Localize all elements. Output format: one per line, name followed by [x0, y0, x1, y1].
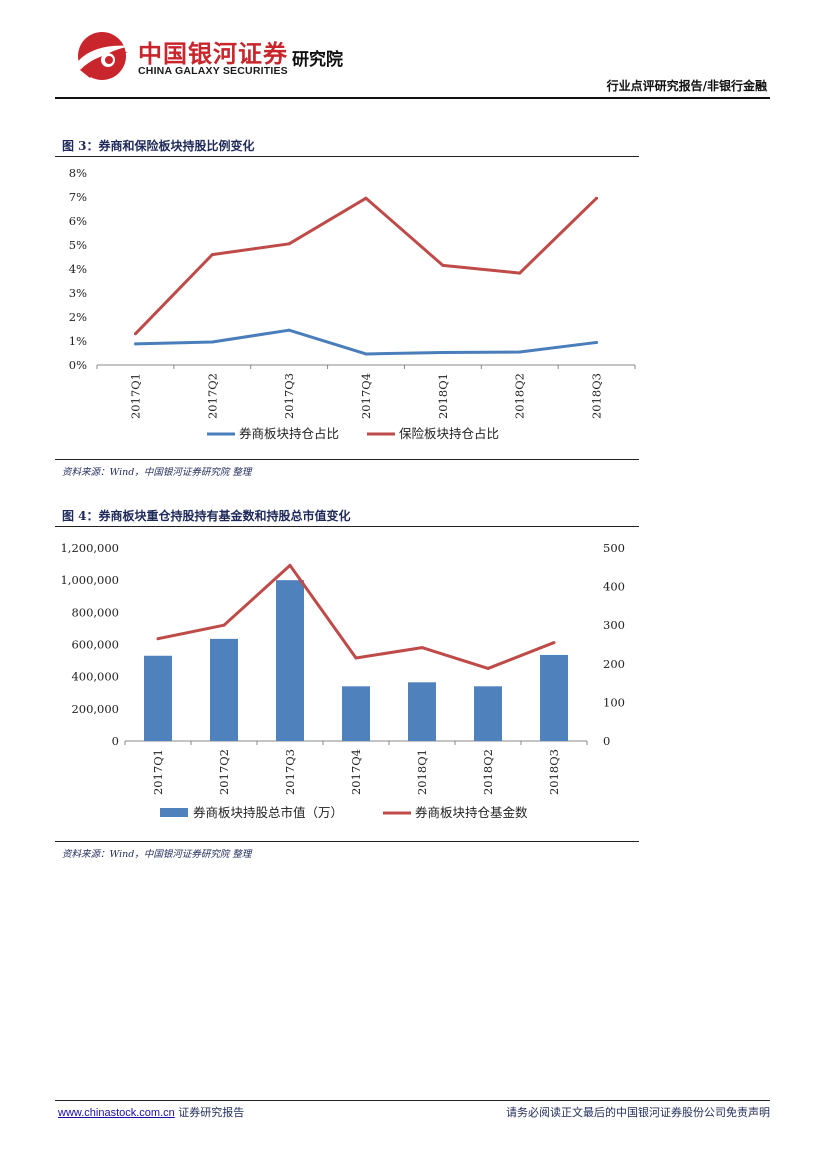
- data-point: [133, 332, 137, 336]
- data-point: [595, 196, 599, 200]
- y-left-tick-label: 0: [112, 734, 119, 748]
- figure-4-top-rule: [55, 526, 639, 527]
- data-point: [486, 666, 490, 670]
- data-point: [210, 340, 214, 344]
- legend-label: 券商板块持股总市值（万）: [193, 805, 343, 820]
- y-right-tick-label: 500: [603, 541, 625, 555]
- institute-name: 研究院: [292, 50, 343, 70]
- footer-label: 证券研究报告: [178, 1106, 245, 1119]
- y-tick-label: 0%: [69, 358, 87, 372]
- data-point: [441, 351, 445, 355]
- y-tick-label: 8%: [69, 166, 87, 180]
- footer-divider: [55, 1100, 770, 1101]
- data-point: [364, 196, 368, 200]
- data-point: [441, 263, 445, 267]
- footer-left: www.chinastock.com.cn 证券研究报告: [58, 1104, 244, 1120]
- y-left-tick-label: 200,000: [71, 702, 119, 716]
- x-tick-label: 2017Q3: [282, 373, 296, 419]
- x-tick-label: 2018Q3: [547, 749, 561, 795]
- disclaimer-note: 请务必阅读正文最后的中国银河证券股份公司免责声明: [506, 1106, 770, 1119]
- figure-3-source: 资料来源：Wind，中国银河证券研究院 整理: [62, 467, 252, 478]
- legend-label: 券商板块持仓基金数: [415, 805, 528, 820]
- y-tick-label: 6%: [69, 214, 87, 228]
- y-tick-label: 2%: [69, 310, 87, 324]
- y-tick-label: 1%: [69, 334, 87, 348]
- data-point: [287, 242, 291, 246]
- series-line-1: [134, 196, 598, 335]
- data-point: [210, 253, 214, 257]
- y-right-tick-label: 200: [603, 657, 625, 671]
- x-tick-label: 2017Q2: [205, 373, 219, 419]
- x-tick-label: 2017Q4: [349, 749, 363, 795]
- figure-3-bottom-rule: [55, 459, 639, 460]
- bar: [540, 654, 568, 741]
- data-point: [354, 656, 358, 660]
- data-point: [364, 352, 368, 356]
- y-right-tick-label: 300: [603, 618, 625, 632]
- y-left-tick-label: 1,000,000: [60, 573, 119, 587]
- chart-stock-holding-ratio: 0% 1% 2% 3% 4% 5% 6% 7% 8% 2017Q1 2017Q2 2017Q3 2017…: [69, 166, 636, 441]
- bar: [210, 638, 238, 741]
- data-point: [156, 637, 160, 641]
- figure-4-bottom-rule: [55, 841, 639, 842]
- bar: [408, 682, 436, 741]
- x-tick-label: 2017Q2: [217, 749, 231, 795]
- y-tick-label: 7%: [69, 190, 87, 204]
- data-point: [518, 350, 522, 354]
- figure-4-source: 资料来源：Wind，中国银河证券研究院 整理: [62, 849, 252, 860]
- bar: [144, 655, 172, 741]
- data-point: [595, 340, 599, 344]
- x-tick-label: 2018Q3: [590, 373, 604, 419]
- x-tick-label: 2017Q4: [359, 373, 373, 419]
- figure-3-title: 图 3：券商和保险板块持股比例变化: [62, 139, 255, 153]
- x-tick-label: 2018Q1: [415, 749, 429, 795]
- y-tick-label: 4%: [69, 262, 87, 276]
- x-tick-label: 2018Q2: [481, 749, 495, 795]
- company-logo-icon: [76, 32, 130, 80]
- y-right-tick-label: 400: [603, 580, 625, 594]
- figure-3-top-rule: [55, 156, 639, 157]
- y-right-tick-label: 100: [603, 695, 625, 709]
- chart-fund-count-market-value: 0 200,000 400,000 600,000 800,000 1,000,000 1,…: [60, 541, 625, 820]
- bar: [474, 686, 502, 741]
- y-tick-label: 3%: [69, 286, 87, 300]
- data-point: [420, 646, 424, 650]
- data-point: [287, 328, 291, 332]
- report-type: 行业点评研究报告/非银行金融: [606, 79, 767, 93]
- series-line-0: [135, 328, 597, 356]
- data-point: [222, 623, 226, 627]
- brand-name-cn: 中国银河证券: [138, 40, 288, 68]
- bar: [276, 580, 304, 741]
- legend-swatch: [160, 808, 188, 817]
- y-right-tick-label: 0: [603, 734, 610, 748]
- brand-name-en: CHINA GALAXY SECURITIES: [138, 65, 288, 77]
- data-point: [518, 271, 522, 275]
- y-left-tick-label: 1,200,000: [60, 541, 119, 555]
- legend-label: 保险板块持仓占比: [399, 426, 499, 441]
- x-tick-label: 2018Q2: [513, 373, 527, 419]
- x-tick-label: 2017Q1: [128, 373, 142, 419]
- y-left-tick-label: 600,000: [71, 638, 119, 652]
- bar: [342, 686, 370, 741]
- y-left-tick-label: 800,000: [71, 605, 119, 619]
- data-point: [552, 641, 556, 645]
- legend-label: 券商板块持仓占比: [239, 426, 339, 441]
- website-link[interactable]: www.chinastock.com.cn: [58, 1107, 175, 1119]
- data-point: [133, 342, 137, 346]
- x-tick-label: 2018Q1: [436, 373, 450, 419]
- figure-4-title: 图 4：券商板块重仓持股持有基金数和持股总市值变化: [62, 509, 351, 523]
- data-point: [288, 563, 292, 567]
- y-tick-label: 5%: [69, 238, 87, 252]
- y-left-tick-label: 400,000: [71, 670, 119, 684]
- x-tick-label: 2017Q1: [151, 749, 165, 795]
- x-tick-label: 2017Q3: [283, 749, 297, 795]
- header-divider: [55, 97, 770, 99]
